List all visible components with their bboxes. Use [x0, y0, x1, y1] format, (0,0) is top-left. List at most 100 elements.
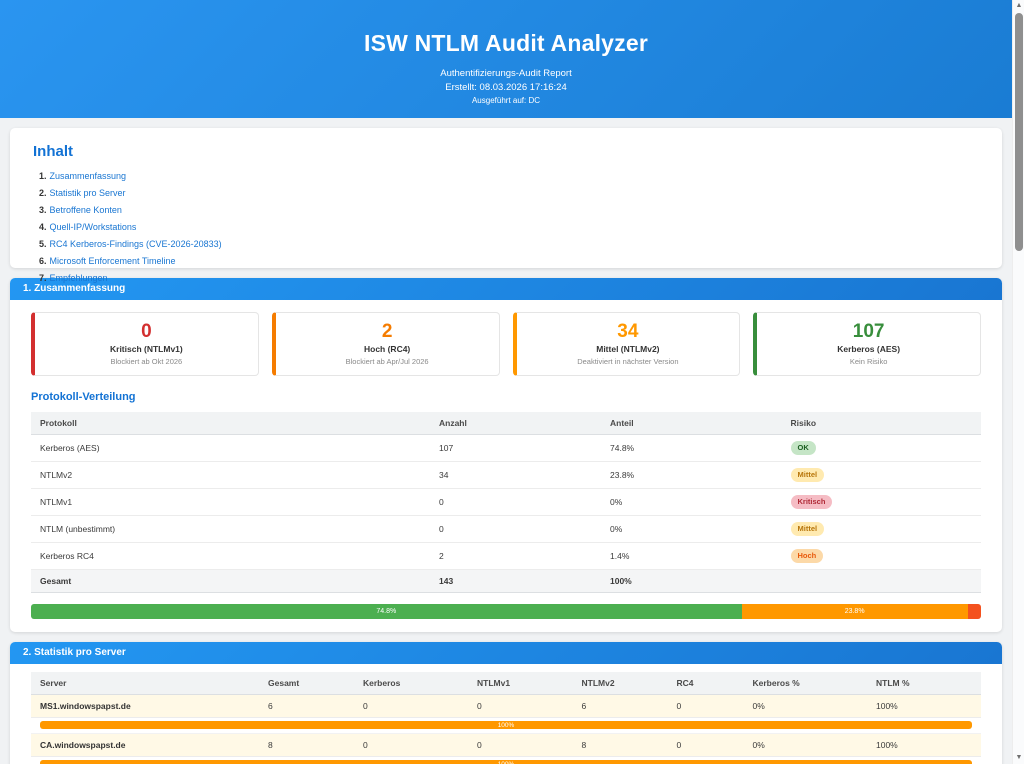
- summary-card-hoch-rc4: 2 Hoch (RC4) Blockiert ab Apr/Jul 2026: [271, 312, 500, 376]
- server-ntlmv2-cell: 6: [572, 694, 668, 718]
- toc-link-microsoft-enforcement-timeline[interactable]: Microsoft Enforcement Timeline: [49, 256, 176, 266]
- toc-link-rc4-kerberos-findings-cve-2026-20833[interactable]: RC4 Kerberos-Findings (CVE-2026-20833): [49, 239, 222, 249]
- total-count-cell: 143: [430, 569, 601, 593]
- protocol-count-cell: 0: [430, 515, 601, 543]
- toc-card: Inhalt 1. Zusammenfassung 2. Statistik pro …: [10, 128, 1002, 283]
- toc-item: 5. RC4 Kerberos-Findings (CVE-2026-20833): [39, 238, 979, 251]
- protocol-share-cell: 74.8%: [601, 434, 782, 462]
- server-rc4-cell: 0: [667, 733, 744, 757]
- protocol-risk-cell: Mittel: [781, 461, 981, 489]
- summary-card-kritisch-ntlmv1: 0 Kritisch (NTLMv1) Blockiert ab Okt 2026: [31, 312, 259, 376]
- summary-card-label: Mittel (NTLMv2): [596, 344, 660, 354]
- protocol-distribution-heading: Protokoll-Verteilung: [31, 391, 136, 403]
- server-ntlm-pct-cell: 100%: [867, 694, 981, 718]
- server-protocol-bar: 100%: [40, 760, 972, 764]
- report-header: ISW NTLM Audit Analyzer Authentifizierun…: [0, 0, 1012, 118]
- protocol-risk-cell: OK: [781, 434, 981, 462]
- protocol-total-row: Gesamt 143 100%: [31, 569, 981, 593]
- toc-link-quell-ip-workstations[interactable]: Quell-IP/Workstations: [49, 222, 137, 232]
- protocol-count-cell: 34: [430, 461, 601, 489]
- summary-card-value: 2: [381, 321, 393, 342]
- server-name-cell: MS1.windowspapst.de: [31, 694, 259, 718]
- scrollbar-track[interactable]: ▲ ▼: [1012, 0, 1024, 764]
- server-ntlmv1-cell: 0: [468, 694, 573, 718]
- section-zusammenfassung: 1. Zusammenfassung 0 Kritisch (NTLMv1) Blo…: [10, 278, 1002, 632]
- toc-link-zusammenfassung[interactable]: Zusammenfassung: [49, 171, 127, 181]
- column-header-ntlmv1: NTLMv1: [468, 672, 573, 695]
- server-bar-segment: 100%: [40, 760, 972, 764]
- summary-card-label: Kerberos (AES): [837, 344, 901, 354]
- toc-link-betroffene-konten[interactable]: Betroffene Konten: [49, 205, 122, 215]
- server-table: Server Gesamt Kerberos NTLMv1 NTLMv2 RC4 Kerbe…: [31, 672, 981, 764]
- summary-card-mittel-ntlmv2: 34 Mittel (NTLMv2) Deaktiviert in nächster…: [512, 312, 741, 376]
- section-2-body: Server Gesamt Kerberos NTLMv1 NTLMv2 RC4 Kerbe…: [10, 664, 1002, 764]
- toc-item-number: 3.: [39, 205, 47, 215]
- toc-item-number: 5.: [39, 239, 47, 249]
- report-created-timestamp: Erstellt: 08.03.2026 17:16:24: [445, 82, 567, 93]
- server-kerberos-cell: 0: [354, 733, 468, 757]
- column-header-anzahl: Anzahl: [430, 412, 601, 435]
- server-bar-cell: 100%: [31, 717, 981, 734]
- protocol-risk-cell: Kritisch: [781, 488, 981, 516]
- risk-badge: OK: [790, 441, 816, 455]
- summary-card-sublabel: Blockiert ab Okt 2026: [110, 357, 183, 366]
- protocol-row: NTLMv2 34 23.8% Mittel: [31, 461, 981, 489]
- toc-item-number: 4.: [39, 222, 47, 232]
- protocol-share-cell: 0%: [601, 515, 782, 543]
- risk-badge: Mittel: [790, 468, 825, 482]
- column-header-gesamt: Gesamt: [259, 672, 354, 695]
- protocol-distribution-bar: 74.8% 23.8%: [31, 604, 981, 619]
- toc-link-empfehlungen[interactable]: Empfehlungen: [49, 273, 108, 283]
- server-protocol-bar: 100%: [40, 721, 972, 729]
- server-total-cell: 6: [259, 694, 354, 718]
- toc-title: Inhalt: [33, 143, 73, 160]
- server-ntlm-pct-cell: 100%: [867, 733, 981, 757]
- server-ntlmv1-cell: 0: [468, 733, 573, 757]
- toc-item-number: 1.: [39, 171, 47, 181]
- server-kerberos-pct-cell: 0%: [743, 733, 867, 757]
- section-2-header: 2. Statistik pro Server: [10, 642, 1002, 664]
- protocol-count-cell: 107: [430, 434, 601, 462]
- section-1-body: 0 Kritisch (NTLMv1) Blockiert ab Okt 2026 2…: [10, 300, 1002, 632]
- column-header-risiko: Risiko: [781, 412, 981, 435]
- protocol-table: Protokoll Anzahl Anteil Risiko Kerberos (AE…: [31, 412, 981, 593]
- server-total-cell: 8: [259, 733, 354, 757]
- scroll-down-button[interactable]: ▼: [1015, 754, 1023, 761]
- protocol-name-cell: Kerberos RC4: [31, 542, 430, 570]
- protocol-row: NTLMv1 0 0% Kritisch: [31, 488, 981, 516]
- page-title: ISW NTLM Audit Analyzer: [363, 30, 648, 56]
- column-header-server: Server: [31, 672, 259, 695]
- protocol-row: NTLM (unbestimmt) 0 0% Mittel: [31, 515, 981, 543]
- toc-item: 2. Statistik pro Server: [39, 187, 979, 200]
- distribution-segment: 74.8%: [31, 604, 742, 619]
- risk-badge: Kritisch: [790, 495, 833, 509]
- server-bar-cell: 100%: [31, 756, 981, 764]
- toc-item: 7. Empfehlungen: [39, 272, 979, 285]
- distribution-segment: [967, 604, 981, 619]
- toc-item: 3. Betroffene Konten: [39, 204, 979, 217]
- protocol-name-cell: NTLMv2: [31, 461, 430, 489]
- server-name-cell: CA.windowspapst.de: [31, 733, 259, 757]
- section-statistik-pro-server: 2. Statistik pro Server Server Gesamt Kerb…: [10, 642, 1002, 764]
- toc-item: 1. Zusammenfassung: [39, 170, 979, 183]
- report-main: Inhalt 1. Zusammenfassung 2. Statistik pro …: [0, 118, 1012, 764]
- server-row-ms1-windowspapst-de: MS1.windowspapst.de 6 0 0 6 0 0% 100%: [31, 694, 981, 718]
- total-risk-cell: [781, 569, 981, 593]
- toc-link-statistik-pro-server[interactable]: Statistik pro Server: [49, 188, 126, 198]
- toc-item-number: 2.: [39, 188, 47, 198]
- scroll-up-button[interactable]: ▲: [1015, 2, 1023, 9]
- toc-item: 4. Quell-IP/Workstations: [39, 221, 979, 234]
- total-label-cell: Gesamt: [31, 569, 430, 593]
- protocol-table-header-row: Protokoll Anzahl Anteil Risiko: [31, 412, 981, 435]
- scrollbar-thumb[interactable]: [1015, 13, 1023, 251]
- server-kerberos-pct-cell: 0%: [743, 694, 867, 718]
- protocol-name-cell: Kerberos (AES): [31, 434, 430, 462]
- server-table-header-row: Server Gesamt Kerberos NTLMv1 NTLMv2 RC4 Kerbe…: [31, 672, 981, 695]
- toc-item-number: 6.: [39, 256, 47, 266]
- summary-card-value: 0: [141, 321, 152, 342]
- summary-cards: 0 Kritisch (NTLMv1) Blockiert ab Okt 2026 2…: [31, 312, 981, 376]
- summary-card-sublabel: Blockiert ab Apr/Jul 2026: [345, 357, 429, 366]
- server-row-ca-windowspapst-de: CA.windowspapst.de 8 0 0 8 0 0% 100%: [31, 733, 981, 757]
